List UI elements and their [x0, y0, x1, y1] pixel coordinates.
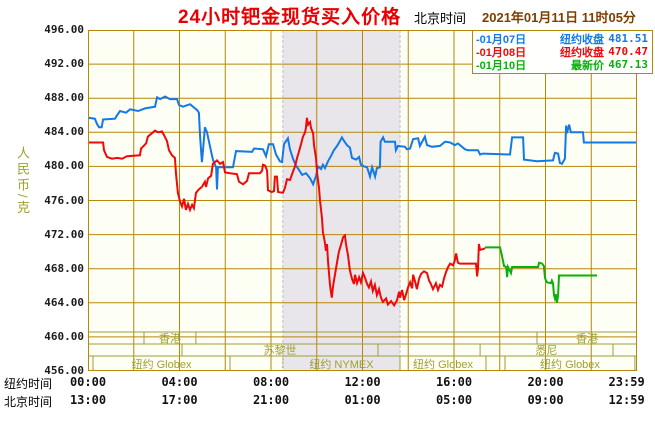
legend-label: 纽约收盘: [560, 33, 604, 46]
x-axis-tick: 12:00: [344, 375, 381, 389]
legend-row: -01月07日 纽约收盘 481.51: [476, 32, 648, 46]
page-title: 24小时钯金现货买入价格: [178, 7, 402, 28]
session-label: 纽约 Globex: [413, 358, 473, 371]
legend-date: -01月07日: [476, 33, 527, 46]
price-line: [485, 246, 597, 303]
y-axis-tick: 496.00: [44, 23, 84, 36]
y-axis-tick: 488.00: [44, 91, 84, 105]
session-label: 纽约 Globex: [540, 358, 600, 371]
y-axis-unit-label: 人民币/克: [15, 146, 30, 217]
x-axis-row-label: 纽约时间: [4, 377, 53, 391]
session-label: 香港: [159, 333, 181, 345]
y-axis-tick: 484.00: [44, 125, 84, 139]
legend-label: 最新价: [571, 59, 604, 72]
session-label: 苏黎世: [263, 345, 297, 357]
x-axis-tick: 17:00: [161, 393, 198, 407]
x-axis-tick: 16:00: [435, 375, 473, 389]
legend-date: -01月08日: [476, 46, 527, 59]
y-axis-tick: 476.00: [44, 193, 84, 207]
session-box: [181, 343, 379, 357]
x-axis-tick: 20:00: [527, 375, 564, 389]
x-axis-tick: 08:00: [252, 375, 290, 389]
header-datetime: 2021年01月11日 11时05分: [482, 10, 636, 25]
y-axis-tick: 492.00: [44, 57, 84, 71]
x-axis-tick: 05:00: [435, 393, 473, 407]
legend-label: 纽约收盘: [560, 46, 604, 59]
price-chart: [88, 30, 637, 371]
x-axis-row-label: 北京时间: [4, 395, 53, 409]
session-box: [143, 331, 197, 345]
x-axis-tick: 12:59: [608, 393, 645, 407]
session-label: 香港: [576, 333, 599, 345]
y-axis-tick: 456.00: [44, 364, 84, 377]
plot-border: [88, 30, 637, 371]
session-label: 纽约 Globex: [131, 358, 192, 371]
price-line: [88, 95, 637, 190]
legend-value: 470.47: [608, 45, 648, 58]
legend-value: 481.51: [608, 32, 648, 45]
x-axis-tick: 09:00: [527, 393, 564, 407]
y-axis-tick: 472.00: [44, 227, 84, 241]
y-axis-tick: 464.00: [44, 295, 84, 309]
y-axis-tick: 460.00: [44, 329, 84, 343]
session-box: [399, 355, 487, 371]
legend-value: 467.13: [608, 58, 648, 71]
session-box: [92, 355, 231, 371]
legend-row: -01月10日 最新价 467.13: [476, 58, 648, 72]
session-label: 悉尼: [535, 345, 558, 357]
y-axis-tick: 480.00: [44, 159, 84, 173]
session-label: 纽约 NYMEX: [309, 358, 374, 371]
x-axis-tick: 01:00: [344, 393, 381, 407]
price-line: [88, 117, 486, 308]
x-axis-tick: 13:00: [69, 393, 107, 407]
x-axis-tick: 00:00: [69, 375, 107, 389]
legend: -01月07日 纽约收盘 481.51 -01月08日 纽约收盘 470.47 -01月10…: [472, 30, 653, 74]
legend-row: -01月08日 纽约收盘 470.47: [476, 45, 648, 59]
x-axis-tick: 23:59: [608, 375, 645, 389]
y-axis-tick: 468.00: [44, 261, 84, 275]
session-box: [504, 355, 636, 371]
beijing-time-label: 北京时间: [414, 11, 467, 26]
legend-date: -01月10日: [476, 59, 527, 72]
x-axis-tick: 21:00: [252, 393, 290, 407]
x-axis-tick: 04:00: [161, 375, 198, 389]
